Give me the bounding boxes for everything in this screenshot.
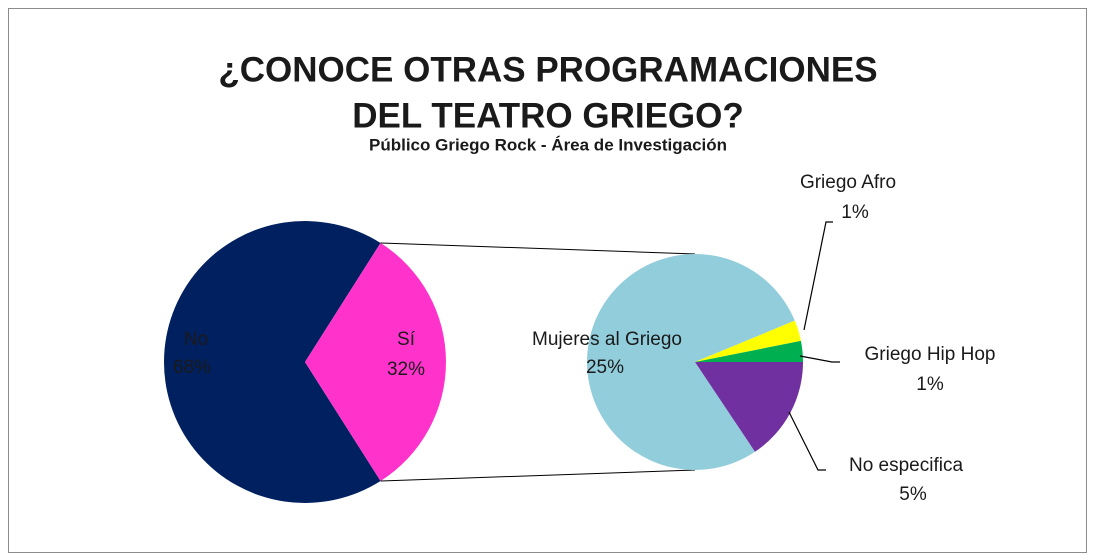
data-label-value: 32%	[387, 359, 425, 380]
leader-line	[803, 221, 833, 331]
connector-line	[380, 469, 696, 482]
data-label-value: 25%	[586, 357, 624, 378]
pie-slice	[695, 320, 801, 362]
chart-subtitle: Público Griego Rock - Área de Investigac…	[369, 135, 727, 154]
data-label-value: 1%	[916, 374, 944, 395]
data-label-name: Sí	[397, 329, 416, 350]
pie-slice	[695, 340, 803, 362]
data-label-value: 68%	[173, 357, 211, 378]
leader-line	[788, 411, 826, 471]
data-label-name: No especifica	[849, 455, 963, 476]
data-label-name: Griego Afro	[800, 172, 896, 193]
data-label-name: No	[184, 329, 208, 350]
pie-slice	[695, 362, 803, 452]
data-label-value: 5%	[899, 484, 927, 505]
pie-slice	[586, 254, 795, 470]
pie-slice	[305, 242, 446, 482]
leader-line	[799, 355, 840, 363]
pie-slice	[163, 220, 381, 503]
chart-title: DEL TEATRO GRIEGO?	[352, 96, 744, 135]
chart-title: ¿CONOCE OTRAS PROGRAMACIONES	[218, 50, 877, 89]
data-label-name: Mujeres al Griego	[532, 329, 682, 350]
data-label-name: Griego Hip Hop	[865, 344, 996, 365]
data-label-value: 1%	[841, 202, 869, 223]
connector-line	[380, 242, 696, 255]
chart-frame	[8, 8, 1087, 553]
